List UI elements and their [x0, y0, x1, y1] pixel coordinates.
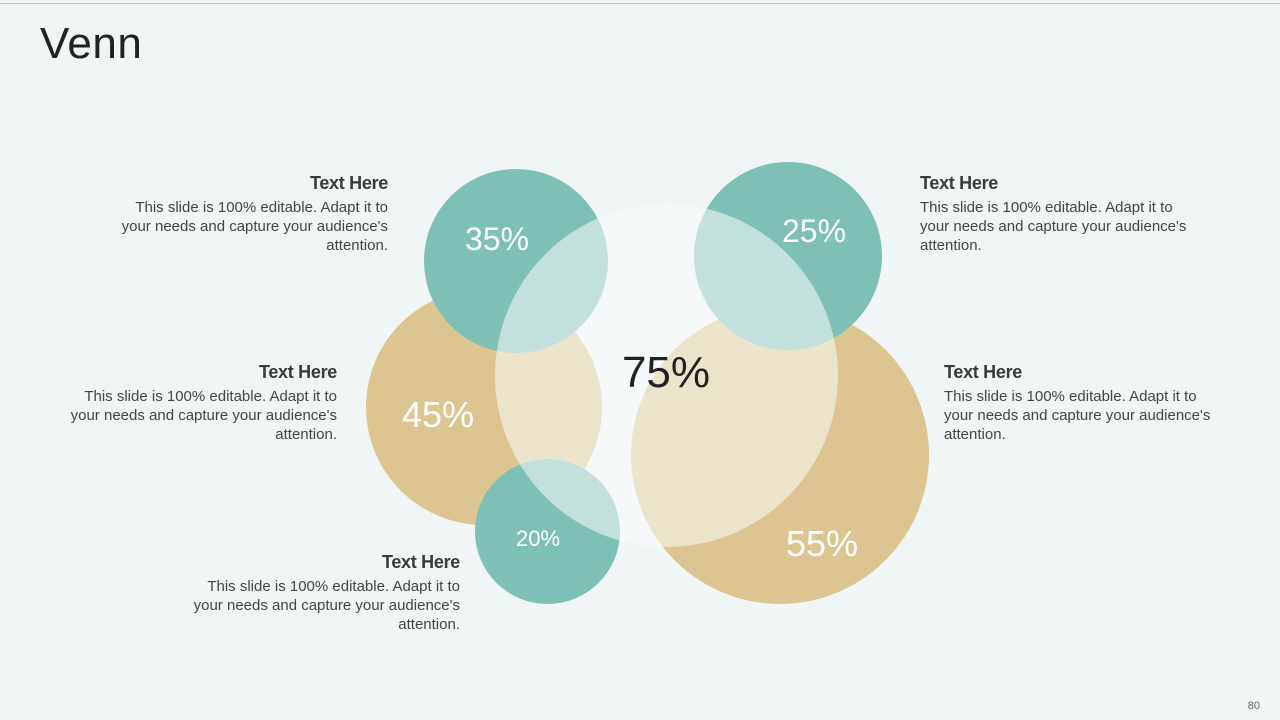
text-block-top-left: Text Here This slide is 100% editable. A… [108, 172, 389, 255]
text-block-body: This slide is 100% editable. Adapt it to… [121, 199, 388, 254]
top-left-value: 35% [464, 221, 530, 257]
text-block-body: This slide is 100% editable. Adapt it to… [70, 388, 337, 443]
text-block-body: This slide is 100% editable. Adapt it to… [944, 388, 1211, 443]
text-block-heading: Text Here [944, 362, 1023, 382]
text-block-heading: Text Here [920, 173, 999, 193]
text-block-middle-right: Text Here This slide is 100% editable. A… [944, 361, 1224, 444]
center-value: 75% [621, 348, 711, 397]
text-block-bottom-left: Text Here This slide is 100% editable. A… [180, 551, 461, 634]
text-block-body: This slide is 100% editable. Adapt it to… [920, 199, 1187, 254]
text-block-heading: Text Here [309, 173, 388, 193]
text-block-heading: Text Here [258, 362, 337, 382]
middle-left-value: 45% [401, 394, 475, 435]
bottom-right-value: 55% [785, 523, 859, 564]
bottom-small-value: 20% [515, 526, 561, 551]
circle-center [495, 204, 838, 547]
text-block-body: This slide is 100% editable. Adapt it to… [193, 578, 460, 633]
slide-title: Venn [40, 19, 143, 68]
text-block-top-right: Text Here This slide is 100% editable. A… [920, 172, 1200, 255]
text-block-heading: Text Here [381, 552, 460, 572]
top-right-value: 25% [781, 213, 847, 249]
text-block-middle-left: Text Here This slide is 100% editable. A… [57, 361, 338, 444]
top-divider [0, 3, 1280, 4]
page-number: 80 [1247, 700, 1260, 712]
